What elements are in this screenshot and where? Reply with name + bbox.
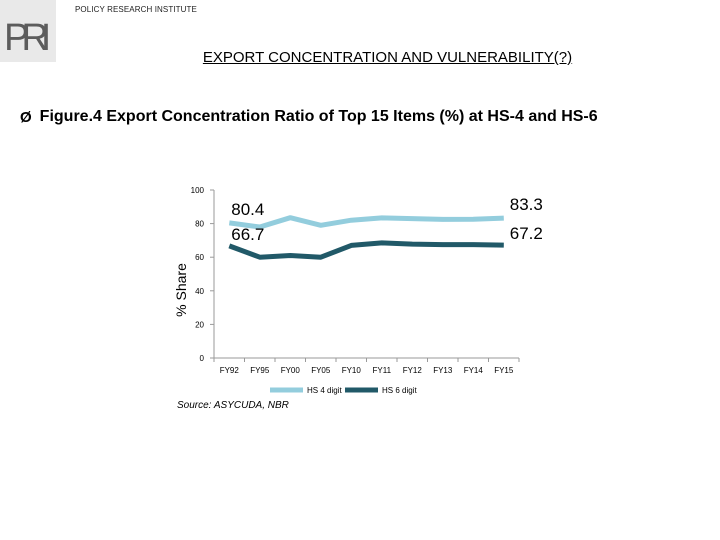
- data-label-hs4: 83.3: [510, 195, 543, 214]
- x-tick-label-FY14: FY14: [464, 366, 484, 375]
- organization-name: POLICY RESEARCH INSTITUTE: [75, 5, 197, 14]
- x-tick-label-FY12: FY12: [403, 366, 423, 375]
- legend-label-hs4: HS 4 digit: [307, 386, 342, 395]
- source-note: Source: ASYCUDA, NBR: [177, 400, 289, 411]
- x-tick-label-FY00: FY00: [281, 366, 301, 375]
- x-tick-label-FY10: FY10: [342, 366, 362, 375]
- y-tick-label: 60: [195, 253, 204, 262]
- y-tick-label: 100: [191, 186, 205, 195]
- x-tick-label-FY13: FY13: [433, 366, 453, 375]
- data-label-hs4: 80.4: [231, 200, 264, 219]
- y-tick-label: 20: [195, 320, 204, 329]
- y-tick-label: 40: [195, 287, 204, 296]
- arrow-bullet-icon: Ø: [20, 108, 32, 126]
- x-tick-label-FY05: FY05: [311, 366, 331, 375]
- y-axis-title: % Share: [173, 263, 189, 317]
- pri-logo: PRI: [0, 0, 56, 62]
- x-tick-label-FY95: FY95: [250, 366, 270, 375]
- x-tick-label-FY92: FY92: [220, 366, 240, 375]
- data-label-hs6: 66.7: [231, 225, 264, 244]
- x-tick-label-FY11: FY11: [372, 366, 391, 375]
- figure-caption-text: Figure.4 Export Concentration Ratio of T…: [39, 108, 598, 125]
- slide-title: EXPORT CONCENTRATION AND VULNERABILITY(?…: [202, 49, 573, 66]
- figure-caption: Ø Figure.4 Export Concentration Ratio of…: [20, 108, 598, 126]
- legend-label-hs6: HS 6 digit: [382, 386, 417, 395]
- series-line-hs6: [228, 240, 504, 260]
- series-line-hs4: [228, 215, 504, 230]
- x-tick-label-FY15: FY15: [494, 366, 514, 375]
- y-tick-label: 80: [195, 220, 204, 229]
- data-label-hs6: 67.2: [510, 224, 543, 243]
- y-tick-label: 0: [200, 354, 205, 363]
